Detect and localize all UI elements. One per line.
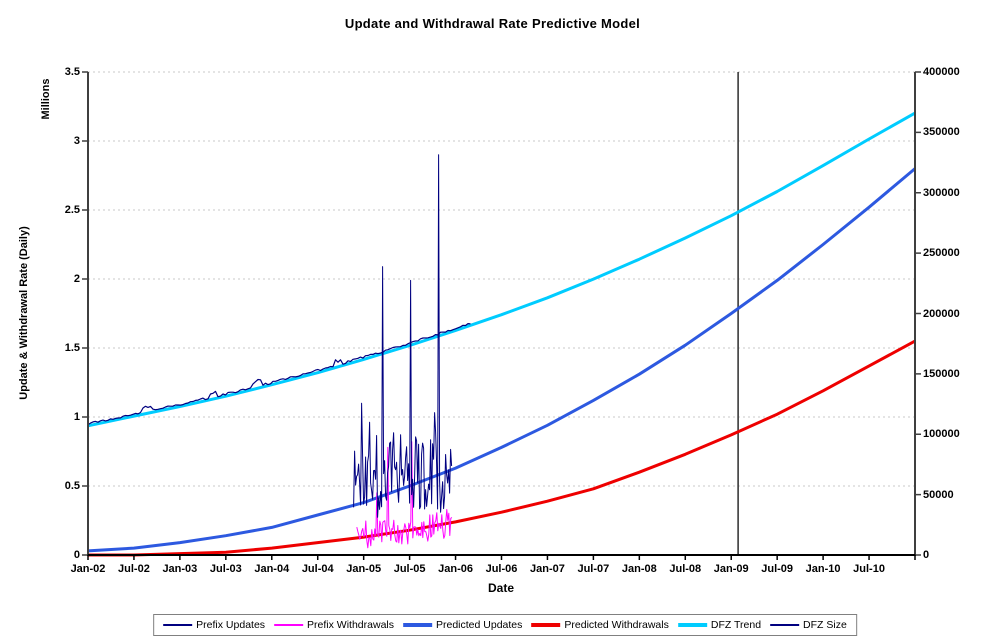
series-line-prefix-updates <box>353 154 453 518</box>
series-line-predicted-withdrawals <box>88 339 916 557</box>
y-right-tick-label: 400000 <box>923 66 960 78</box>
legend-line-swatch <box>274 624 304 626</box>
y-left-tick-label: 2.5 <box>64 204 80 216</box>
y-right-tick-label: 300000 <box>923 186 960 199</box>
y-right-tick-label: 0 <box>923 549 930 561</box>
series-line-prefix-withdrawals <box>356 441 453 549</box>
y-right-tick-label: 150000 <box>923 367 960 380</box>
x-tick-label: Jan-03 <box>162 563 198 575</box>
x-tick-label: Jul-02 <box>118 563 150 575</box>
series-line-predicted-updates <box>87 167 916 553</box>
x-tick-label: Jan-04 <box>254 563 290 575</box>
legend-item: Prefix Updates <box>163 619 265 631</box>
series-line-dfz-trend <box>87 111 916 428</box>
x-tick-label: Jan-09 <box>713 563 749 575</box>
x-tick-label: Jul-08 <box>669 563 702 575</box>
y-left-tick-label: 0 <box>73 549 80 561</box>
legend-line-swatch <box>163 624 193 626</box>
legend-label: Prefix Withdrawals <box>307 619 395 631</box>
y-left-tick-label: 1 <box>73 411 80 423</box>
x-tick-label: Jul-06 <box>485 563 518 575</box>
y-left-tick-label: 0.5 <box>64 480 80 492</box>
legend-label: Predicted Withdrawals <box>564 619 669 631</box>
y-left-tick-label: 2 <box>73 273 80 285</box>
y-right-tick-label: 250000 <box>923 247 960 260</box>
x-tick-label: Jan-08 <box>621 563 657 575</box>
x-tick-label: Jan-02 <box>70 563 106 575</box>
legend-label: Prefix Updates <box>196 619 266 631</box>
legend-item: DFZ Trend <box>677 619 762 631</box>
series-line-dfz-size <box>87 323 471 426</box>
y-right-tick-label: 200000 <box>923 307 960 320</box>
legend-label: DFZ Trend <box>710 619 762 631</box>
y-left-tick-label: 3.5 <box>64 66 80 78</box>
legend-line-swatch <box>770 624 800 626</box>
legend-item: Prefix Withdrawals <box>274 619 394 631</box>
legend-item: DFZ Size <box>770 619 847 631</box>
chart-title: Update and Withdrawal Rate Predictive Mo… <box>344 16 641 31</box>
x-tick-label: Jul-03 <box>209 563 242 575</box>
y-left-tick-label: 1.5 <box>64 342 80 354</box>
x-tick-label: Jul-10 <box>853 563 885 575</box>
legend-line-swatch <box>531 623 561 627</box>
y-right-tick-label: 100000 <box>923 428 960 441</box>
y-left-tick-label: 3 <box>73 135 80 147</box>
x-tick-label: Jul-05 <box>393 563 426 575</box>
legend-item: Predicted Updates <box>403 619 522 631</box>
x-tick-label: Jan-07 <box>530 563 565 575</box>
x-tick-label: Jan-06 <box>438 563 473 575</box>
legend-label: Predicted Updates <box>436 619 523 631</box>
legend: Prefix Updates Prefix Withdrawals Predicte… <box>153 614 857 636</box>
x-tick-label: Jul-07 <box>577 563 610 575</box>
legend-line-swatch <box>403 623 433 627</box>
legend-label: DFZ Size <box>803 619 847 631</box>
x-axis-title: Date <box>487 581 514 595</box>
y-right-tick-label: 350000 <box>923 126 960 139</box>
legend-line-swatch <box>677 623 707 627</box>
y-right-tick-label: 50000 <box>923 488 954 501</box>
x-tick-label: Jan-05 <box>346 563 382 575</box>
x-tick-label: Jul-09 <box>761 563 794 575</box>
x-tick-label: Jan-10 <box>805 563 841 575</box>
legend-item: Predicted Withdrawals <box>531 619 669 631</box>
x-tick-label: Jul-04 <box>301 563 334 575</box>
